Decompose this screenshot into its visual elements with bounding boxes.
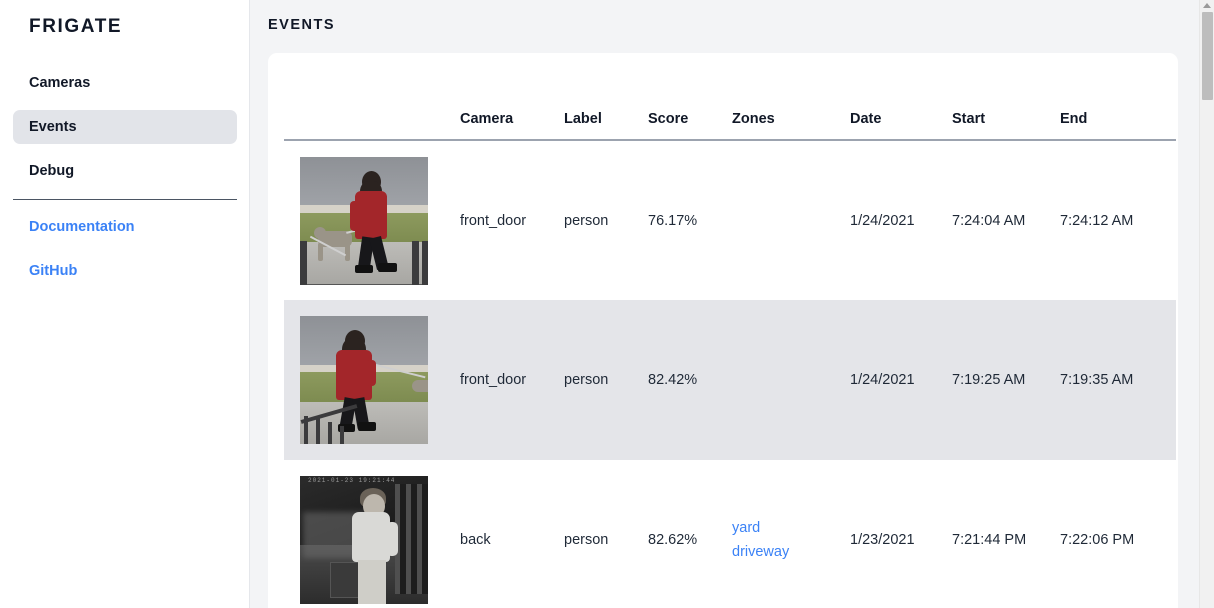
event-camera[interactable]: front_door [460, 212, 527, 229]
event-camera[interactable]: front_door [460, 372, 527, 388]
sidebar-item-cameras[interactable]: Cameras [29, 75, 91, 91]
event-start: 7:24:04 AM [952, 212, 1026, 229]
event-date: 1/23/2021 [850, 532, 915, 548]
event-thumbnail-cell[interactable] [284, 300, 460, 460]
events-table-body: front_door person 76.17% 1/24/2021 7:24:… [284, 140, 1176, 608]
scrollbar-thumb[interactable] [1202, 12, 1213, 100]
table-row[interactable]: front_door person 82.42% 1/24/2021 7:19:… [284, 300, 1176, 460]
column-header-label[interactable]: Label [564, 53, 648, 141]
event-end: 7:24:12 AM [1060, 212, 1134, 229]
event-end: 7:19:35 AM [1060, 372, 1134, 388]
events-table: Camera Label Score Zones Date Start End [284, 53, 1176, 608]
event-zone[interactable]: yard [732, 520, 761, 536]
event-start: 7:21:44 PM [952, 532, 1027, 548]
event-date: 1/24/2021 [850, 372, 915, 388]
event-thumbnail-image[interactable] [300, 156, 428, 285]
sidebar-divider [13, 199, 237, 200]
sidebar: FRIGATE Cameras Events Debug Documentati… [0, 0, 250, 608]
event-score: 82.42% [648, 372, 698, 388]
event-zones [732, 140, 850, 300]
sidebar-item-events[interactable]: Events [13, 110, 237, 144]
event-label[interactable]: person [564, 372, 609, 388]
camera-timestamp-overlay: 2021-01-23 19:21:44 [308, 477, 396, 484]
event-zone[interactable]: driveway [732, 544, 790, 560]
page-title: EVENTS [268, 17, 336, 33]
event-label[interactable]: person [564, 212, 609, 229]
page-scrollbar[interactable] [1199, 0, 1214, 608]
event-thumbnail-cell[interactable] [284, 140, 460, 300]
column-header-score[interactable]: Score [648, 53, 732, 141]
event-score: 76.17% [648, 212, 698, 229]
sidebar-item-debug[interactable]: Debug [29, 163, 75, 179]
events-table-head: Camera Label Score Zones Date Start End [284, 53, 1176, 141]
column-header-zones[interactable]: Zones [732, 53, 850, 141]
sidebar-nav: Cameras Events Debug [13, 66, 237, 198]
column-header-date[interactable]: Date [850, 53, 952, 141]
column-header-camera[interactable]: Camera [460, 53, 564, 141]
column-header-end[interactable]: End [1060, 53, 1176, 141]
event-thumbnail-image[interactable] [300, 316, 428, 444]
sidebar-external-links: Documentation GitHub [13, 212, 237, 300]
event-thumbnail-cell[interactable]: 2021-01-23 19:21:44 [284, 460, 460, 608]
event-start: 7:19:25 AM [952, 372, 1026, 388]
events-table-header-row: Camera Label Score Zones Date Start End [284, 53, 1176, 141]
event-end: 7:22:06 PM [1060, 532, 1135, 548]
scroll-up-arrow-icon[interactable] [1203, 3, 1211, 8]
events-card: Camera Label Score Zones Date Start End [268, 53, 1178, 608]
event-label[interactable]: person [564, 532, 609, 548]
event-date: 1/24/2021 [850, 212, 915, 229]
sidebar-link-github[interactable]: GitHub [29, 263, 78, 279]
event-camera[interactable]: back [460, 532, 491, 548]
sidebar-link-documentation[interactable]: Documentation [29, 219, 135, 235]
event-score: 82.62% [648, 532, 698, 548]
table-row[interactable]: 2021-01-23 19:21:44 back person 82.62% y… [284, 460, 1176, 608]
event-thumbnail-image[interactable]: 2021-01-23 19:21:44 [300, 476, 428, 604]
event-zones: yard driveway [732, 460, 850, 608]
main-content: EVENTS Camera Label Score Zones Date Sta… [250, 0, 1214, 608]
event-zones [732, 300, 850, 460]
table-row[interactable]: front_door person 76.17% 1/24/2021 7:24:… [284, 140, 1176, 300]
column-header-thumbnail[interactable] [284, 53, 460, 141]
column-header-start[interactable]: Start [952, 53, 1060, 141]
app-logo-title: FRIGATE [29, 16, 123, 37]
